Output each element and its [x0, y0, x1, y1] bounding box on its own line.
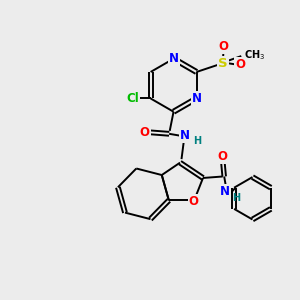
Text: S: S [218, 57, 228, 70]
Text: CH$_3$: CH$_3$ [244, 48, 266, 62]
Text: O: O [218, 150, 228, 163]
Text: Cl: Cl [126, 92, 139, 105]
Text: H: H [232, 193, 241, 203]
Text: O: O [235, 58, 245, 71]
Text: N: N [179, 129, 190, 142]
Text: N: N [169, 52, 178, 65]
Text: O: O [219, 40, 229, 52]
Text: N: N [191, 92, 202, 105]
Text: O: O [189, 195, 199, 208]
Text: N: N [220, 185, 230, 198]
Text: O: O [140, 126, 150, 139]
Text: H: H [193, 136, 201, 146]
